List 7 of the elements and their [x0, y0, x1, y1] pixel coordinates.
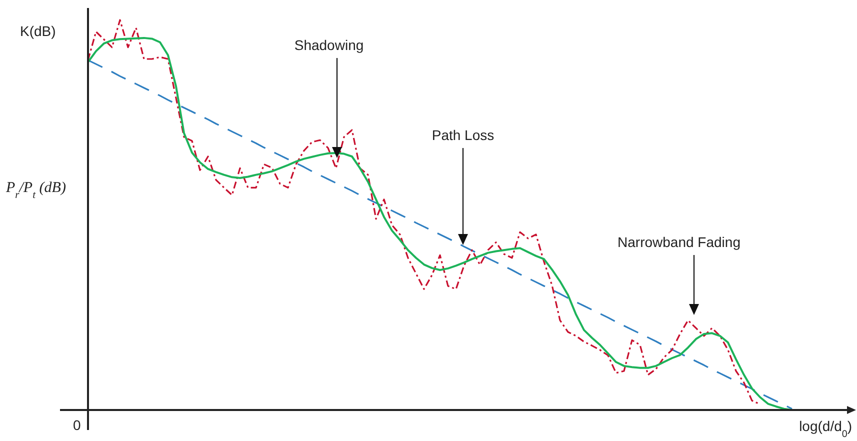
annotation: Narrowband Fading	[618, 234, 740, 250]
text: K(dB)	[20, 23, 56, 39]
x-axis-title: log(d/d$_{0}$)	[799, 418, 852, 440]
text: 0	[73, 417, 81, 433]
annotation: Shadowing	[294, 37, 364, 53]
y-axis-title: P$_{r}$/P$_{t}$ (dB)	[5, 180, 66, 200]
annotation: Path Loss	[432, 127, 494, 143]
